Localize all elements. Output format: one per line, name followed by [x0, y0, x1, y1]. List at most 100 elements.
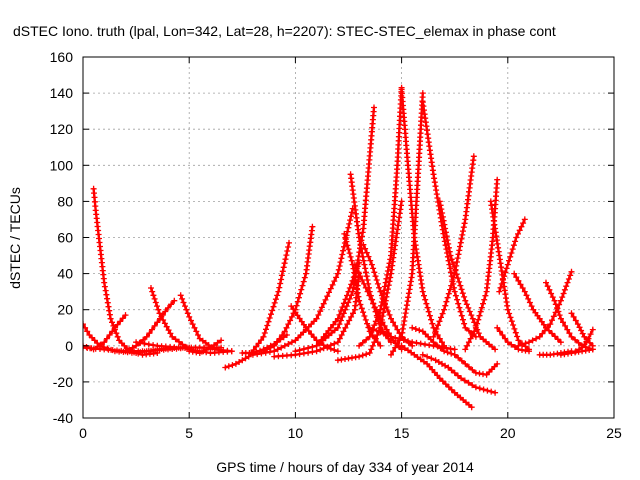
data-point — [435, 359, 442, 365]
data-point — [292, 309, 299, 316]
data-point — [292, 348, 299, 355]
data-point — [347, 217, 354, 224]
data-point — [521, 288, 528, 295]
y-axis-label: dSTEC / TECUs — [7, 187, 23, 289]
data-point — [454, 275, 461, 282]
data-point — [437, 202, 444, 209]
data-point — [337, 259, 344, 266]
data-point — [267, 344, 274, 351]
data-point — [507, 314, 514, 321]
data-point — [371, 339, 378, 346]
data-point — [442, 302, 449, 309]
data-point — [568, 310, 575, 317]
data-point — [448, 282, 455, 289]
series-line — [294, 106, 376, 353]
data-point — [455, 300, 462, 307]
data-point — [111, 324, 118, 331]
data-point — [232, 360, 239, 367]
data-point — [336, 321, 343, 328]
data-point — [171, 297, 178, 304]
data-point — [362, 265, 369, 272]
data-point — [145, 341, 152, 348]
data-point — [163, 323, 170, 330]
data-point — [133, 339, 140, 346]
data-point — [103, 291, 110, 298]
x-tick-label: 0 — [79, 425, 87, 441]
data-point — [572, 336, 579, 343]
data-point — [351, 261, 358, 268]
data-point — [491, 363, 498, 370]
data-point — [540, 321, 547, 328]
data-point — [439, 378, 446, 385]
data-point — [434, 342, 440, 349]
data-point — [439, 310, 446, 317]
data-point — [425, 308, 432, 315]
data-point — [284, 248, 291, 254]
data-point — [268, 311, 274, 318]
data-point — [405, 290, 412, 297]
data-point — [376, 284, 383, 291]
data-point — [363, 273, 370, 280]
data-point — [331, 278, 338, 285]
plot-frame — [82, 56, 615, 419]
data-point — [557, 315, 564, 322]
data-point — [433, 187, 440, 194]
data-point — [262, 349, 269, 356]
data-point — [516, 227, 523, 234]
data-point — [447, 265, 454, 272]
series-9 — [186, 337, 225, 356]
data-point — [436, 375, 443, 382]
data-point — [555, 308, 562, 315]
data-point — [455, 354, 462, 361]
data-point — [426, 312, 433, 319]
data-point — [585, 335, 592, 342]
data-point — [511, 270, 518, 277]
data-point — [445, 240, 452, 247]
data-point — [383, 326, 390, 333]
data-point — [416, 327, 423, 334]
data-point — [461, 320, 468, 327]
data-point — [228, 348, 235, 355]
data-point — [549, 330, 555, 337]
data-point — [168, 301, 175, 308]
data-point — [465, 379, 472, 386]
data-point — [276, 284, 283, 291]
data-point — [165, 327, 172, 334]
data-point — [412, 326, 419, 332]
data-point — [445, 384, 452, 390]
data-point — [324, 293, 331, 300]
data-point — [451, 263, 458, 270]
data-point — [278, 344, 285, 351]
data-point — [511, 344, 518, 350]
data-point — [359, 339, 366, 346]
data-point — [364, 277, 371, 283]
data-point — [469, 366, 476, 373]
data-point — [356, 234, 363, 241]
data-point — [320, 300, 327, 307]
data-point — [344, 292, 350, 299]
data-point — [356, 297, 363, 304]
data-point — [337, 308, 344, 314]
data-point — [373, 277, 380, 283]
data-point — [417, 356, 424, 363]
data-point — [372, 335, 379, 342]
data-point — [439, 210, 446, 216]
data-point — [501, 273, 508, 280]
series-28 — [398, 342, 475, 411]
data-point — [299, 282, 306, 289]
data-point — [334, 270, 341, 277]
series-42 — [557, 346, 596, 358]
data-point — [525, 295, 532, 302]
data-point — [172, 336, 179, 343]
data-point — [377, 342, 384, 349]
data-point — [459, 290, 466, 297]
data-point — [346, 285, 353, 291]
data-point — [285, 244, 292, 250]
series-29 — [419, 351, 499, 396]
data-point — [378, 302, 385, 309]
data-point — [154, 303, 160, 310]
data-point — [154, 319, 161, 326]
data-point — [508, 341, 515, 348]
data-point — [568, 333, 575, 340]
